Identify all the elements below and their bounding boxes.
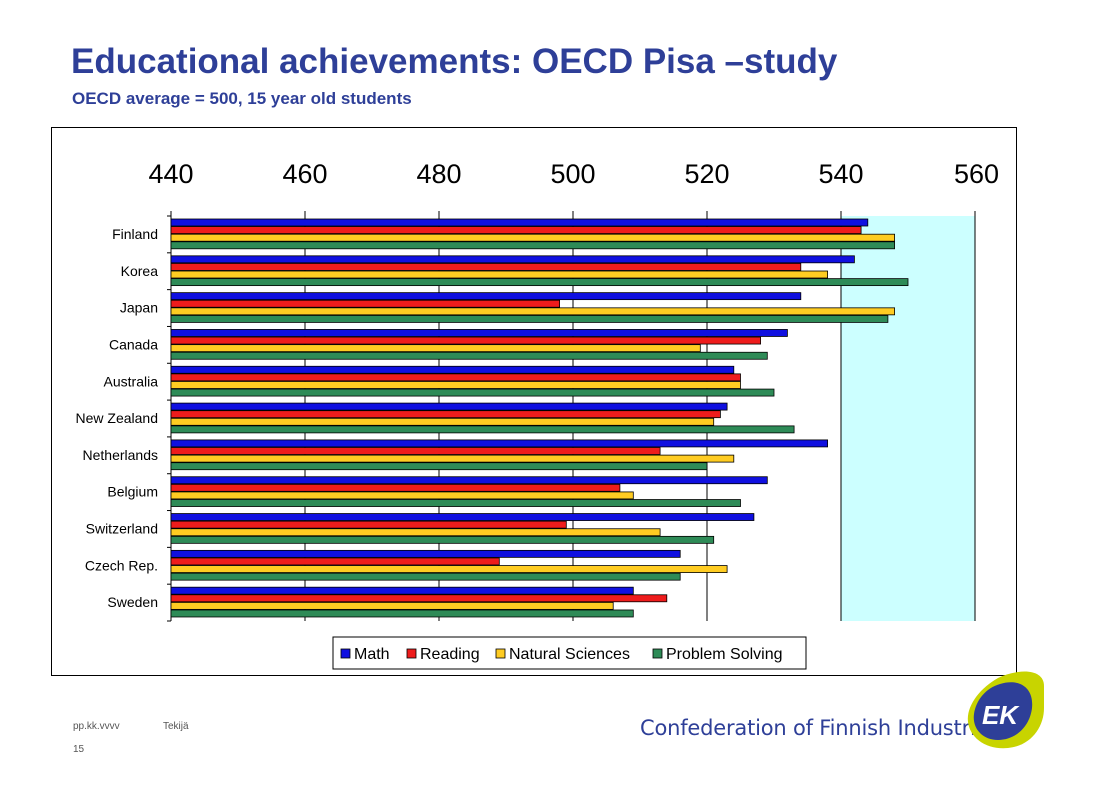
bar-natural-sciences	[170, 454, 735, 463]
bar-natural-sciences	[170, 233, 895, 242]
page-number: 15	[73, 744, 85, 755]
bar-math	[170, 513, 755, 521]
bar-math	[170, 549, 681, 558]
logo-text: EK	[982, 700, 1020, 730]
bar-natural-sciences	[170, 601, 614, 610]
bar-problem-solving	[170, 278, 909, 287]
bar-reading	[170, 594, 668, 603]
bar-math	[170, 439, 828, 448]
bar-natural-sciences	[170, 528, 661, 537]
bar-problem-solving	[170, 609, 634, 618]
bar-problem-solving	[170, 572, 681, 581]
bar-natural-sciences	[170, 344, 701, 353]
legend-label: Natural Sciences	[509, 646, 630, 663]
bar-natural-sciences	[170, 270, 828, 279]
bar-reading	[170, 226, 862, 234]
legend-swatch	[652, 648, 663, 659]
page-subtitle: OECD average = 500, 15 year old students	[72, 89, 412, 108]
legend-label: Math	[354, 646, 390, 663]
bar-problem-solving	[170, 388, 775, 397]
bar-natural-sciences	[170, 565, 728, 573]
bar-reading	[170, 520, 567, 529]
y-tick-label: New Zealand	[76, 410, 159, 426]
bar-natural-sciences	[170, 491, 634, 500]
bar-problem-solving	[170, 241, 895, 250]
bar-reading	[170, 299, 561, 308]
x-tick-label: 560	[954, 159, 999, 189]
footer-date: pp.kk.vvvv	[73, 721, 120, 732]
x-tick-label: 520	[684, 159, 729, 189]
y-tick-label: Netherlands	[83, 447, 159, 463]
bar-math	[170, 586, 634, 595]
x-tick-label: 460	[282, 159, 327, 189]
bar-reading	[170, 263, 802, 271]
x-tick-label: 500	[550, 159, 595, 189]
bar-natural-sciences	[170, 381, 741, 389]
chart-frame: 440 460 480 500 520 540 560 Finland Korea Japan Ca…	[51, 127, 1017, 676]
bar-math	[170, 329, 788, 337]
y-tick-label: Korea	[121, 263, 159, 279]
bar-reading	[170, 557, 500, 566]
bar-math	[170, 255, 855, 264]
bar-reading	[170, 336, 761, 345]
legend-swatch	[495, 648, 506, 659]
page-title: Educational achievements: OECD Pisa –stu…	[71, 42, 838, 81]
bar-problem-solving	[170, 315, 889, 323]
y-tick-label: Belgium	[107, 484, 158, 500]
bar-natural-sciences	[170, 307, 895, 316]
bar-reading	[170, 483, 621, 492]
legend-label: Reading	[420, 646, 480, 663]
x-tick-label: 540	[818, 159, 863, 189]
legend-label: Problem Solving	[666, 646, 783, 663]
bar-math	[170, 365, 735, 374]
legend-swatch	[340, 648, 351, 659]
bar-chart: 440 460 480 500 520 540 560 Finland Korea Japan Ca…	[76, 159, 999, 670]
bar-problem-solving	[170, 425, 795, 434]
x-tick-label: 440	[148, 159, 193, 189]
bar-math	[170, 476, 768, 485]
bar-math	[170, 292, 802, 301]
organization-name: Confederation of Finnish Industries	[640, 716, 1000, 740]
x-tick-label: 480	[416, 159, 461, 189]
y-tick-label: Sweden	[107, 594, 158, 610]
y-tick-label: Finland	[112, 226, 158, 242]
bar-problem-solving	[170, 499, 741, 507]
bar-natural-sciences	[170, 417, 715, 426]
bar-reading	[170, 447, 661, 455]
y-tick-label: Canada	[109, 336, 158, 352]
bar-math	[170, 402, 728, 411]
bar-problem-solving	[170, 351, 768, 360]
y-tick-label: Japan	[120, 300, 158, 316]
legend-swatch	[406, 648, 417, 659]
bar-reading	[170, 373, 741, 382]
bar-reading	[170, 410, 721, 419]
bar-problem-solving	[170, 462, 708, 471]
bar-problem-solving	[170, 535, 715, 544]
bar-math	[170, 218, 869, 227]
y-tick-label: Switzerland	[86, 521, 158, 537]
ek-logo: EK	[967, 671, 1044, 749]
y-tick-label: Czech Rep.	[85, 557, 158, 573]
y-tick-label: Australia	[104, 373, 159, 389]
shaded-region	[841, 216, 975, 621]
footer-author: Tekijä	[163, 721, 189, 732]
